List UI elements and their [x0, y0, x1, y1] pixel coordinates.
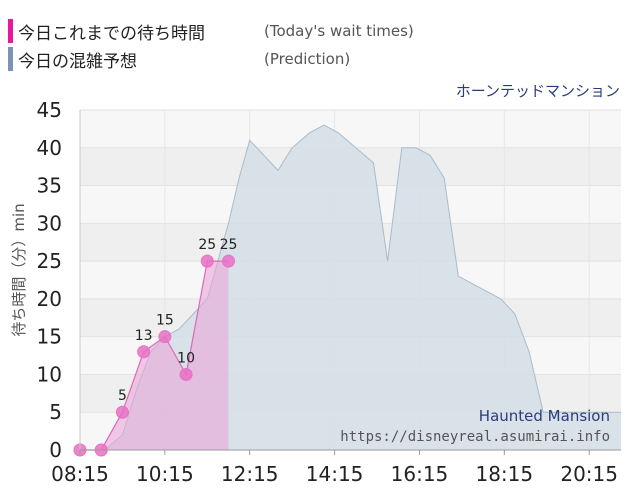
y-tick-label: 10 [37, 362, 62, 386]
y-tick-label: 30 [37, 211, 62, 235]
y-tick-label: 25 [37, 249, 62, 273]
plot-band [80, 110, 621, 148]
legend-prediction: 今日の混雑予想 (Prediction) [8, 46, 350, 72]
x-tick-label: 14:15 [306, 462, 364, 486]
legend-actual-swatch [8, 19, 13, 43]
prediction-line [80, 124, 621, 451]
x-tick-label: 16:15 [391, 462, 449, 486]
x-tick-label: 10:15 [136, 462, 194, 486]
legend-actual: 今日これまでの待ち時間 (Today's wait times) [8, 18, 414, 44]
data-label: 15 [156, 313, 174, 329]
legend-actual-title: 今日これまでの待ち時間 [18, 23, 205, 44]
x-tick-label: 20:15 [560, 462, 618, 486]
actual-point [115, 405, 129, 419]
x-tick-label: 08:15 [51, 462, 109, 486]
data-label: 25 [198, 237, 216, 253]
actual-point [137, 345, 151, 359]
data-label: 25 [220, 237, 238, 253]
y-tick-label: 40 [37, 136, 62, 160]
actual-point [179, 367, 193, 381]
actual-area [80, 261, 229, 450]
x-tick-label: 12:15 [221, 462, 279, 486]
legend-actual-subtitle: (Today's wait times) [264, 22, 414, 40]
watermark-url: https://disneyreal.asumirai.info [340, 429, 610, 445]
y-axis-label: 待ち時間（分）min [10, 203, 28, 336]
actual-line [80, 260, 229, 451]
data-label: 13 [135, 328, 153, 344]
data-label: 10 [177, 350, 195, 366]
attraction-name: ホーンテッドマンション [455, 82, 620, 100]
data-label: 5 [118, 388, 127, 404]
y-tick-label: 0 [49, 438, 62, 462]
actual-point [158, 330, 172, 344]
y-tick-label: 20 [37, 287, 62, 311]
actual-point [200, 254, 214, 268]
actual-point [222, 254, 236, 268]
legend-prediction-subtitle: (Prediction) [264, 50, 351, 68]
axes: 0 5 10 15 20 25 30 35 40 45 08:15 10:15 12:15 14:15 16… [37, 98, 621, 486]
y-tick-label: 35 [37, 174, 62, 198]
y-tick-label: 5 [49, 400, 62, 424]
watermark-name: Haunted Mansion [479, 407, 610, 425]
legend-prediction-swatch [8, 47, 13, 71]
y-tick-label: 15 [37, 325, 62, 349]
y-tick-label: 45 [37, 98, 62, 122]
x-tick-label: 18:15 [475, 462, 533, 486]
legend-prediction-title: 今日の混雑予想 [18, 51, 137, 72]
